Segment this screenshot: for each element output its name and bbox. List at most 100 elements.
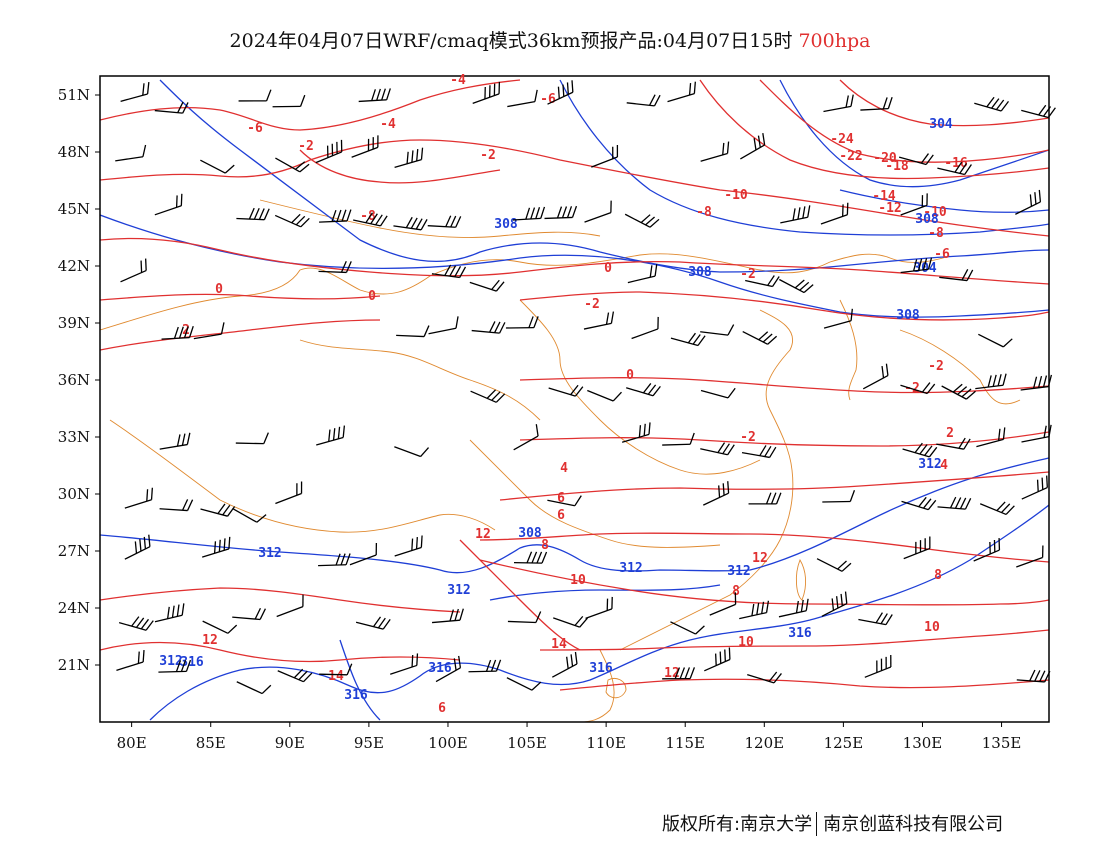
wind-barb: [274, 213, 310, 228]
wind-barb: [471, 321, 506, 334]
temperature-label: 10: [738, 635, 754, 650]
temperature-label: -2: [928, 359, 944, 374]
wind-barb: [937, 161, 972, 176]
china-border: [100, 253, 951, 331]
wind-barb: [748, 492, 782, 505]
footer-right: 南京创蓝科技有限公司: [823, 814, 1004, 835]
y-tick-label: 48N: [58, 143, 90, 161]
height-label: 312: [619, 561, 642, 576]
temperature-label: -2: [480, 148, 496, 163]
temperature-label: -6: [247, 121, 263, 136]
wind-barb: [154, 193, 183, 216]
temp-contour-q: [299, 149, 501, 184]
height-label: 316: [180, 655, 204, 670]
y-axis: 51N 48N 45N 42N 39N 36N 33N 30N 27N 24N 21N: [58, 86, 100, 674]
height-label: 316: [788, 626, 812, 641]
x-tick-label: 95E: [354, 734, 384, 752]
wind-barb: [236, 681, 272, 695]
y-tick-label: 21N: [58, 656, 90, 674]
wind-barb: [976, 427, 1006, 448]
y-tick-label: 33N: [58, 428, 90, 446]
wind-barb: [154, 603, 185, 623]
wind-barb: [816, 558, 852, 572]
wind-barb: [1021, 104, 1056, 119]
wind-barb: [318, 260, 352, 274]
footer-separator: [816, 812, 818, 836]
mongolia-border: [259, 199, 601, 239]
x-tick-label: 125E: [824, 734, 864, 752]
height-label: 312: [918, 457, 941, 472]
wind-barb: [353, 212, 388, 227]
height-label: 304: [929, 117, 953, 132]
wind-barb: [700, 387, 736, 399]
wind-barb: [507, 611, 542, 624]
wind-barb: [470, 389, 506, 403]
wind-barb: [319, 209, 352, 223]
wind-barb: [1021, 424, 1052, 443]
temperature-label: 10: [570, 573, 586, 588]
temperature-label: -8: [928, 226, 944, 241]
wind-barb: [1015, 189, 1042, 215]
wind-barb: [547, 80, 574, 105]
temp-contour-i: [499, 471, 1049, 501]
wind-barb: [979, 501, 1015, 516]
wind-barb: [900, 382, 936, 395]
wind-barb: [505, 316, 539, 329]
wind-barb: [745, 275, 780, 288]
y-tick-label: 51N: [58, 86, 90, 104]
wind-barb: [431, 608, 464, 624]
height-contour-316b: [339, 639, 381, 721]
height-contour-304b: [779, 79, 1049, 188]
wind-barb: [624, 213, 660, 228]
x-tick-label: 135E: [982, 734, 1022, 752]
height-label: 312: [727, 564, 750, 579]
wind-barb: [584, 200, 612, 223]
wind-barb: [390, 653, 419, 675]
wind-barb: [822, 489, 856, 503]
wind-barb: [823, 308, 853, 329]
temperature-label: -2: [740, 430, 756, 445]
height-label: 308: [518, 526, 542, 541]
temperature-label: 0: [604, 261, 612, 276]
x-axis: 80E 85E 90E 95E 100E 105E 110E 115E 120E 125E 130E…: [117, 722, 1022, 752]
wind-barb: [1020, 374, 1053, 391]
wind-barb: [232, 507, 267, 523]
wind-barb: [235, 432, 269, 445]
wind-barb: [626, 94, 661, 107]
wind-barb: [468, 659, 502, 673]
plot-frame: [99, 75, 1050, 723]
wind-barb: [860, 97, 893, 111]
height-contour-304: [159, 79, 1049, 273]
y-tick-label: 30N: [58, 485, 90, 503]
height-label: 304: [913, 261, 937, 276]
x-tick-label: 100E: [428, 734, 468, 752]
wind-barb: [158, 659, 192, 673]
height-label: 312: [258, 546, 281, 561]
wind-barb: [583, 311, 615, 330]
height-contour-304c: [839, 189, 1049, 213]
wind-barb: [318, 553, 351, 567]
tibet-border: [109, 419, 496, 533]
temp-contour-e: [100, 319, 381, 351]
wind-barb: [936, 437, 971, 450]
temperature-label: 14: [328, 669, 344, 684]
wind-barb: [662, 432, 695, 446]
height-label: 312: [447, 583, 470, 598]
wind-barb: [236, 207, 270, 221]
wind-barb: [741, 445, 777, 459]
wind-barb: [276, 594, 304, 618]
temperature-label: 12: [202, 633, 218, 648]
temp-contour-p: [459, 539, 581, 651]
temperature-label: 6: [557, 491, 565, 506]
wind-barb: [202, 620, 238, 634]
wind-barb: [120, 81, 150, 103]
wind-barb: [553, 615, 588, 628]
height-label: 316: [344, 688, 368, 703]
wind-barb: [780, 205, 811, 224]
japan-coast: [899, 329, 1021, 405]
temperature-label: 2: [182, 323, 190, 338]
title-main: 2024年04月07日WRF/cmaq模式36km预报产品:04月07日15时: [229, 30, 793, 52]
wind-barb: [159, 432, 191, 450]
y-tick-label: 39N: [58, 314, 90, 332]
